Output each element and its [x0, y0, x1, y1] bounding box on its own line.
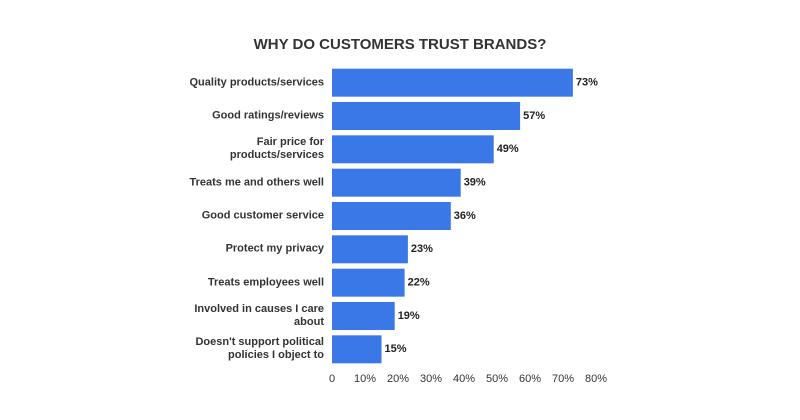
value-label: 57% [523, 110, 545, 122]
x-tick-label: 10% [354, 373, 376, 385]
x-tick-label: 30% [420, 373, 442, 385]
value-label: 49% [497, 143, 519, 155]
bar [332, 168, 461, 197]
x-tick-label: 20% [387, 373, 409, 385]
x-tick-label: 70% [552, 373, 574, 385]
x-tick-label: 80% [585, 373, 607, 385]
value-label: 19% [398, 310, 420, 322]
x-tick-label: 50% [486, 373, 508, 385]
value-label: 39% [464, 177, 486, 189]
x-tick-label: 60% [519, 373, 541, 385]
chart-title: WHY DO CUSTOMERS TRUST BRANDS? [253, 36, 547, 53]
bar [332, 202, 451, 230]
y-tick-label: Protect my privacy [225, 242, 324, 255]
value-label: 73% [576, 77, 598, 89]
bar [332, 68, 573, 97]
y-tick-label: Good customer service [201, 209, 324, 222]
value-label: 36% [454, 210, 476, 222]
bar [332, 235, 408, 264]
bar [332, 102, 521, 130]
y-tick-label: Treats employees well [207, 276, 324, 289]
bar [332, 135, 494, 164]
bar [332, 268, 405, 297]
bar [332, 302, 395, 330]
y-tick-label: Fair price for products/services [229, 136, 324, 162]
x-tick-label: 0 [329, 373, 335, 385]
bar [332, 335, 382, 364]
value-label: 22% [408, 277, 430, 289]
y-tick-label: Doesn't support political policies I obj… [195, 336, 324, 362]
value-label: 15% [385, 343, 407, 355]
y-tick-label: Quality products/services [189, 76, 325, 89]
y-tick-label: Involved in causes I care about [194, 303, 324, 328]
y-tick-label: Good ratings/reviews [212, 109, 324, 122]
value-label: 23% [411, 243, 433, 255]
y-tick-label: Treats me and others well [189, 176, 325, 189]
x-tick-label: 40% [453, 373, 475, 385]
